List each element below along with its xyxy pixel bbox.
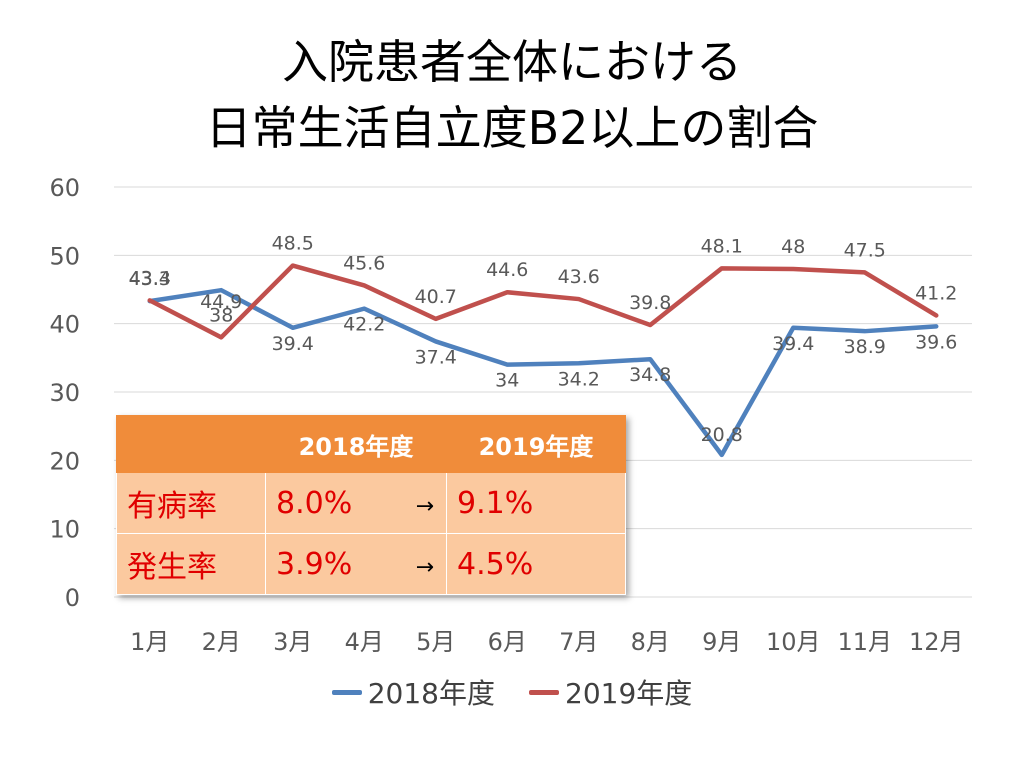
chart-title-line2: 日常生活自立度B2以上の割合 xyxy=(205,101,819,155)
x-tick-label: 11月 xyxy=(837,628,892,656)
data-label: 44.9 xyxy=(200,291,242,313)
table-row-incidence: 発生率 3.9% → 4.5% xyxy=(116,533,626,595)
y-tick-label: 10 xyxy=(49,516,80,544)
series-line-2018年度 xyxy=(147,287,939,458)
data-label: 34.8 xyxy=(629,364,671,386)
incidence-2018-value: 3.9% xyxy=(276,546,353,582)
prevalence-2018-cell: 8.0% → xyxy=(265,472,447,534)
chart-legend: 2018年度 2019年度 xyxy=(0,672,1024,712)
summary-table-header: 2018年度 2019年度 xyxy=(116,415,626,473)
data-label: 34 xyxy=(495,370,519,392)
header-2019: 2019年度 xyxy=(446,415,626,473)
x-tick-label: 9月 xyxy=(702,628,741,656)
data-label: 39.6 xyxy=(915,331,957,353)
data-label: 42.2 xyxy=(343,314,385,336)
y-tick-label: 30 xyxy=(49,379,80,407)
series-line-2019年度 xyxy=(147,263,939,340)
prevalence-2018-value: 8.0% xyxy=(276,485,353,521)
data-label: 41.2 xyxy=(915,282,957,304)
data-label: 43.6 xyxy=(558,266,600,288)
legend-swatch-2019 xyxy=(529,689,559,695)
x-tick-label: 2月 xyxy=(202,628,241,656)
header-2018: 2018年度 xyxy=(265,415,447,473)
data-label: 39.8 xyxy=(629,292,671,314)
x-tick-label: 12月 xyxy=(909,628,964,656)
y-tick-label: 40 xyxy=(49,311,80,339)
x-tick-label: 3月 xyxy=(273,628,312,656)
row-label-incidence: 発生率 xyxy=(116,533,266,595)
data-label: 48 xyxy=(781,236,805,258)
data-label: 45.6 xyxy=(343,252,385,274)
right-arrow-icon: → xyxy=(415,554,434,580)
x-tick-label: 4月 xyxy=(345,628,384,656)
data-label: 44.6 xyxy=(486,259,528,281)
legend-item-2019: 2019年度 xyxy=(529,672,692,712)
data-label: 48.1 xyxy=(701,235,743,257)
legend-swatch-2018 xyxy=(331,689,362,695)
y-tick-label: 50 xyxy=(49,242,80,270)
header-empty xyxy=(116,415,266,473)
y-tick-label: 20 xyxy=(49,447,80,475)
data-label: 43.3 xyxy=(129,268,171,290)
x-tick-label: 10月 xyxy=(766,628,821,656)
x-tick-label: 6月 xyxy=(488,628,527,656)
x-tick-label: 8月 xyxy=(631,628,670,656)
data-label: 38 xyxy=(209,304,233,326)
data-label: 47.5 xyxy=(844,239,886,261)
right-arrow-icon: → xyxy=(415,493,434,519)
data-label: 39.4 xyxy=(772,333,814,355)
chart-title-line1: 入院患者全体における xyxy=(282,35,742,89)
data-label: 34.2 xyxy=(558,368,600,390)
data-label: 48.5 xyxy=(272,233,314,255)
table-row-prevalence: 有病率 8.0% → 9.1% xyxy=(116,472,626,534)
data-label: 43.4 xyxy=(129,267,171,289)
prevalence-2019-value: 9.1% xyxy=(446,472,626,534)
y-tick-label: 0 xyxy=(65,584,80,612)
incidence-2019-value: 4.5% xyxy=(446,533,626,595)
x-tick-label: 5月 xyxy=(416,628,455,656)
y-tick-label: 60 xyxy=(49,174,80,202)
x-tick-label: 1月 xyxy=(130,628,169,656)
legend-item-2018: 2018年度 xyxy=(331,672,495,712)
data-label: 38.9 xyxy=(844,336,886,358)
summary-table: 2018年度 2019年度 有病率 8.0% → 9.1% 発生率 3.9% →… xyxy=(116,415,626,595)
x-tick-label: 7月 xyxy=(559,628,598,656)
incidence-2018-cell: 3.9% → xyxy=(265,533,447,595)
legend-label-2018: 2018年度 xyxy=(367,677,495,710)
data-label: 20.8 xyxy=(701,424,743,446)
legend-label-2019: 2019年度 xyxy=(565,677,693,710)
row-label-prevalence: 有病率 xyxy=(116,472,266,534)
data-label: 40.7 xyxy=(415,286,457,308)
data-label: 37.4 xyxy=(415,346,457,368)
data-label: 39.4 xyxy=(272,333,314,355)
